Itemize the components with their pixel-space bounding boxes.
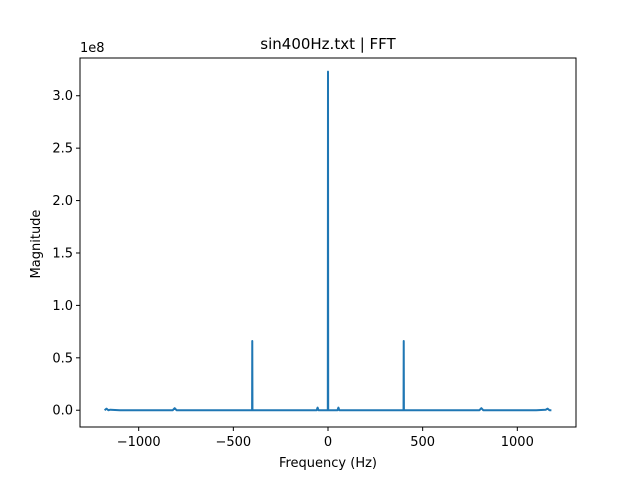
y-tick-label: 0.0 bbox=[52, 404, 73, 419]
x-tick-label: 1000 bbox=[501, 435, 534, 450]
x-tick-label: 500 bbox=[410, 435, 435, 450]
y-offset-label: 1e8 bbox=[80, 41, 105, 56]
y-tick-label: 0.5 bbox=[52, 351, 73, 366]
y-tick-label: 1.5 bbox=[52, 246, 73, 261]
x-tick-label: −1000 bbox=[117, 435, 161, 450]
y-axis-label: Magnitude bbox=[29, 210, 44, 279]
x-tick-label: −500 bbox=[215, 435, 251, 450]
x-tick-label: 0 bbox=[324, 435, 332, 450]
plot-area bbox=[103, 70, 552, 412]
plot-frame bbox=[79, 57, 577, 428]
y-tick-label: 3.0 bbox=[52, 89, 73, 104]
y-axis-ticks: 0.0 0.5 1.0 1.5 2.0 2.5 3.0 bbox=[52, 89, 80, 419]
x-axis-label: Frequency (Hz) bbox=[279, 456, 377, 471]
x-axis-ticks: −1000 −500 0 500 1000 bbox=[117, 427, 534, 450]
y-tick-label: 2.0 bbox=[52, 194, 73, 209]
chart-title: sin400Hz.txt | FFT bbox=[260, 35, 396, 53]
series-line-0 bbox=[103, 70, 552, 412]
y-tick-label: 1.0 bbox=[52, 299, 73, 314]
y-tick-label: 2.5 bbox=[52, 142, 73, 157]
